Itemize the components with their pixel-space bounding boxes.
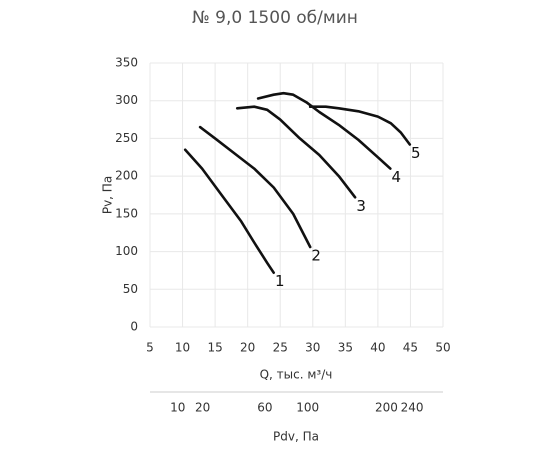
x2-tick-label: 200 xyxy=(375,401,398,415)
y-tick-label: 250 xyxy=(115,131,138,145)
curve xyxy=(308,105,412,146)
x-tick-label: 15 xyxy=(207,341,222,355)
curve-label: 5 xyxy=(411,144,421,162)
x-tick-label: 40 xyxy=(370,341,385,355)
x-tick-label: 25 xyxy=(273,341,288,355)
y-tick-label: 300 xyxy=(115,93,138,107)
y-tick-label: 200 xyxy=(115,169,138,183)
y-tick-label: 100 xyxy=(115,244,138,258)
curve-label: 2 xyxy=(311,247,321,265)
x-tick-label: 45 xyxy=(403,341,418,355)
curve xyxy=(235,105,357,199)
x-tick-label: 5 xyxy=(146,341,154,355)
y-tick-label: 0 xyxy=(130,320,138,334)
x2-axis-label: Pdv, Па xyxy=(273,430,319,444)
x2-tick-label: 240 xyxy=(401,401,424,415)
y-tick-label: 150 xyxy=(115,206,138,220)
x2-tick-label: 20 xyxy=(195,401,210,415)
y-tick-label: 50 xyxy=(123,282,138,296)
curve xyxy=(198,125,312,249)
x2-tick-label: 10 xyxy=(170,401,185,415)
chart-title: № 9,0 1500 об/мин xyxy=(192,8,358,28)
curve-label: 4 xyxy=(391,168,401,186)
x-tick-label: 10 xyxy=(175,341,190,355)
curve-label: 1 xyxy=(275,272,285,290)
x-tick-label: 50 xyxy=(435,341,450,355)
x2-tick-label: 100 xyxy=(296,401,319,415)
x-axis-label: Q, тыс. м³/ч xyxy=(260,368,333,382)
curve xyxy=(183,148,275,274)
curve-label: 3 xyxy=(356,197,366,215)
x-tick-label: 35 xyxy=(338,341,353,355)
curve xyxy=(256,91,392,170)
x-tick-label: 20 xyxy=(240,341,255,355)
y-axis-label: Pv, Па xyxy=(101,176,115,214)
x2-tick-label: 60 xyxy=(257,401,272,415)
y-tick-label: 350 xyxy=(115,56,138,70)
x-tick-label: 30 xyxy=(305,341,320,355)
